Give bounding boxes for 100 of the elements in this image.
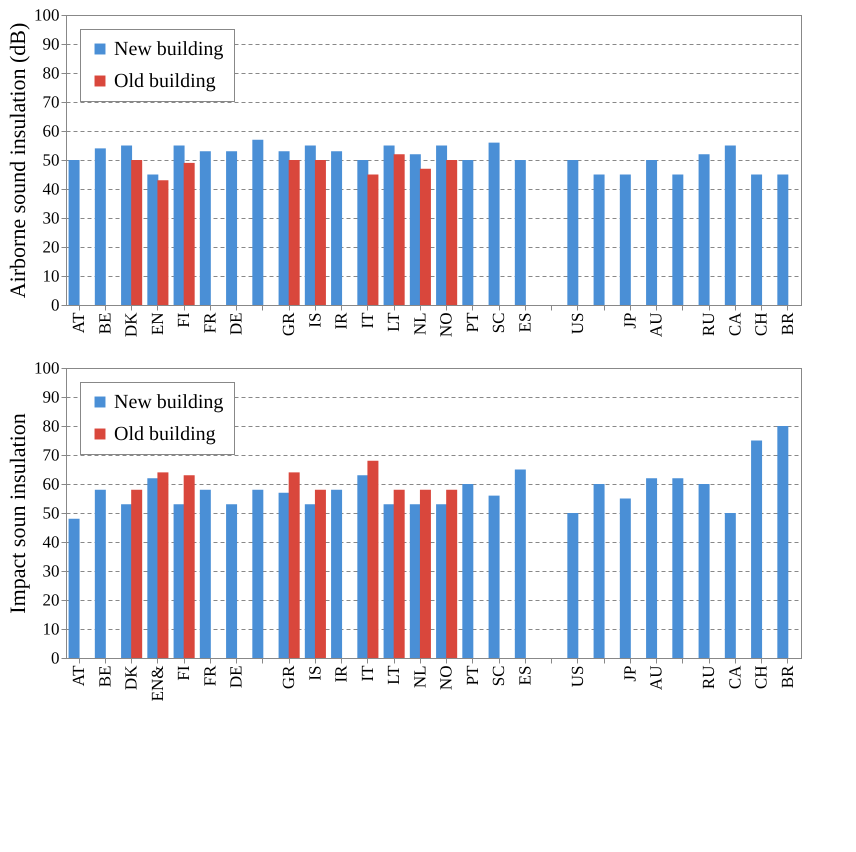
y-tick-label: 60: [42, 474, 60, 494]
x-tick-label: FI: [174, 665, 194, 681]
bar: [226, 504, 238, 658]
y-tick-label: 10: [42, 266, 60, 286]
x-tick-label: IT: [358, 664, 377, 682]
bar: [394, 154, 405, 305]
bar: [698, 154, 710, 305]
bar: [462, 160, 474, 305]
bar: [446, 160, 458, 305]
bar: [147, 174, 158, 305]
y-tick-label: 0: [51, 296, 60, 314]
x-tick-label: CH: [752, 312, 771, 336]
bar: [777, 426, 788, 658]
y-tick-label: 90: [42, 388, 60, 406]
bar: [278, 151, 290, 305]
bar: [367, 174, 378, 305]
y-tick-label: 70: [42, 92, 60, 112]
bar: [331, 490, 342, 658]
bar: [157, 472, 168, 658]
x-tick-label: DE: [226, 666, 246, 688]
bar: [672, 174, 684, 305]
x-tick-label: IS: [305, 666, 324, 681]
x-tick-label: SC: [489, 312, 508, 334]
bar: [724, 513, 736, 658]
x-tick-label: NO: [436, 312, 456, 338]
bar: [94, 490, 106, 658]
x-tick-label: DE: [226, 312, 246, 336]
x-tick-label: AT: [69, 312, 88, 334]
bar: [514, 470, 526, 658]
bar: [594, 174, 605, 305]
y-tick-label: 40: [42, 180, 60, 198]
x-tick-label: BR: [778, 312, 797, 336]
x-tick-label: FR: [200, 312, 220, 334]
bar: [620, 174, 631, 305]
bar: [252, 490, 264, 658]
x-tick-label: ES: [515, 666, 534, 686]
x-tick-label: IR: [332, 312, 351, 330]
bar: [384, 504, 395, 658]
y-axis-title: Airborne sound insulation (dB): [5, 22, 30, 298]
x-tick-label: GR: [279, 664, 298, 690]
y-tick-label: 70: [42, 446, 60, 464]
bar: [594, 484, 605, 658]
x-tick-label: FI: [174, 312, 194, 328]
x-tick-label: RU: [699, 312, 718, 336]
bar: [288, 160, 300, 305]
bar: [131, 160, 142, 305]
y-tick-label: 50: [42, 504, 60, 522]
bar: [394, 490, 405, 658]
x-tick-label: FR: [200, 664, 220, 686]
x-tick-label: JP: [620, 312, 640, 329]
x-tick-label: SC: [489, 666, 508, 686]
y-tick-label: 100: [34, 6, 60, 24]
bar: [200, 490, 211, 658]
x-tick-label: AU: [646, 666, 666, 690]
y-axis-title: Impact soun insulation: [5, 413, 30, 614]
bar: [384, 146, 395, 305]
bar: [436, 146, 448, 305]
bar: [462, 484, 474, 658]
bar: [646, 478, 658, 658]
bar: [174, 504, 185, 658]
bar: [698, 484, 710, 658]
legend-label: Old building: [114, 423, 216, 445]
x-tick-label: JP: [620, 666, 640, 682]
x-tick-label: ES: [515, 312, 534, 332]
y-tick-label: 40: [42, 532, 60, 552]
legend-label: New building: [114, 38, 224, 60]
bar: [252, 140, 264, 305]
x-tick-label: DK: [122, 312, 141, 338]
bar: [410, 154, 421, 305]
bar: [488, 142, 500, 305]
bar: [131, 490, 142, 658]
bar: [226, 151, 238, 305]
bar: [304, 504, 316, 658]
bar: [672, 478, 684, 658]
y-tick-label: 60: [42, 122, 60, 140]
bar: [367, 460, 378, 658]
bar: [174, 146, 185, 305]
bar: [724, 146, 736, 305]
x-tick-label: IR: [332, 664, 351, 682]
bar: [620, 498, 631, 658]
x-tick-label: BR: [778, 664, 797, 688]
x-tick-label: RU: [699, 666, 718, 690]
bar: [121, 146, 132, 305]
x-tick-label: AT: [69, 664, 88, 686]
x-tick-label: IT: [358, 312, 377, 329]
bar: [420, 168, 431, 305]
x-tick-label: GR: [279, 312, 298, 336]
bar: [436, 504, 448, 658]
y-tick-label: 80: [42, 64, 60, 82]
x-tick-label: NO: [436, 666, 456, 690]
x-tick-label: US: [568, 312, 587, 334]
legend-label: Old building: [114, 70, 216, 92]
bar: [777, 174, 788, 305]
y-tick-label: 30: [42, 562, 60, 580]
bar: [94, 148, 106, 305]
bar: [184, 475, 195, 658]
x-tick-label: EN: [148, 312, 167, 336]
bar: [567, 513, 578, 658]
bar: [314, 490, 326, 658]
bar: [751, 174, 762, 305]
